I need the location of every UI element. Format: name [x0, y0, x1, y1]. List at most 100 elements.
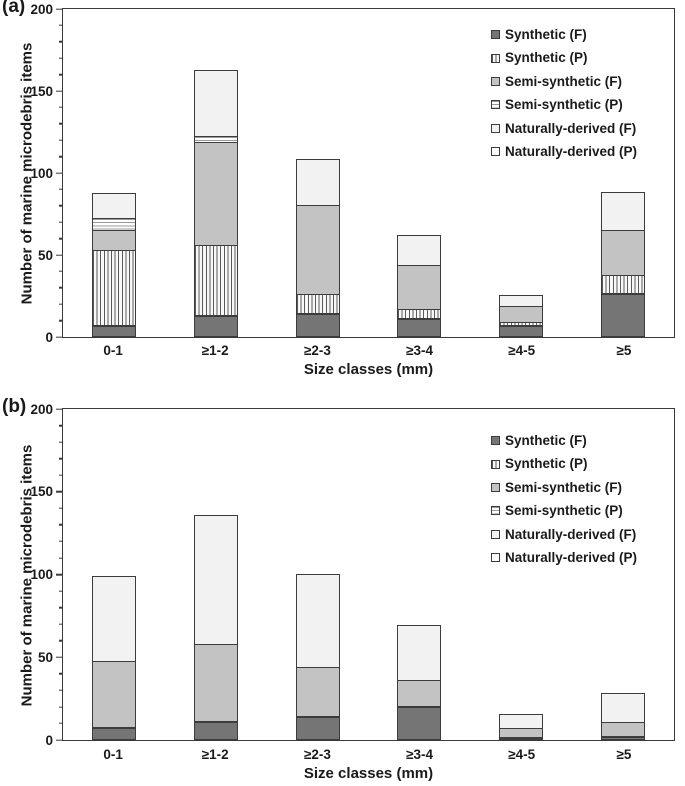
legend-item: Synthetic (P) — [491, 46, 637, 69]
panel-b-label: (b) — [2, 396, 27, 417]
y-minor-tick — [59, 689, 63, 692]
y-minor-tick — [59, 287, 63, 289]
legend-item: Semi-synthetic (F) — [491, 70, 637, 93]
bar-segment — [91, 250, 136, 326]
bar-slot-≥3-4 — [369, 409, 471, 740]
y-minor-tick — [59, 640, 63, 642]
bar-segment — [397, 680, 442, 707]
bar-segment — [193, 315, 238, 337]
y-minor-tick — [59, 424, 63, 427]
bar-segment — [397, 706, 442, 740]
panel-a: (a) Number of marine microdebris items 0… — [2, 0, 675, 378]
legend-swatch-icon — [491, 53, 500, 63]
legend-label: Naturally-derived (P) — [505, 143, 638, 159]
bars-b — [63, 409, 674, 740]
legend-swatch-icon — [491, 482, 500, 492]
stacked-bar — [601, 409, 646, 740]
bar-segment — [397, 625, 442, 682]
legend-label: Semi-synthetic (P) — [505, 503, 623, 519]
bar-segment — [193, 514, 238, 646]
legend-label: Naturally-derived (F) — [505, 120, 637, 136]
stacked-bar — [193, 9, 238, 337]
legend-item: Naturally-derived (P) — [491, 546, 637, 569]
legend-swatch-icon — [491, 459, 500, 469]
y-minor-tick — [59, 237, 63, 240]
bar-slot-≥1-2 — [165, 9, 267, 337]
x-category-label: ≥5 — [616, 747, 632, 762]
y-minor-tick — [59, 73, 63, 76]
y-minor-tick — [59, 155, 63, 158]
y-major-tick — [56, 573, 62, 576]
y-tick-label: 200 — [30, 1, 53, 17]
y-major-tick — [56, 172, 62, 174]
stacked-bar — [499, 409, 544, 740]
bar-slot-≥1-2 — [165, 409, 267, 740]
bar-segment — [91, 575, 136, 662]
bar-segment — [397, 318, 442, 337]
y-tick-label: 150 — [30, 83, 53, 99]
stacked-bar — [295, 9, 340, 337]
y-major-tick — [56, 254, 62, 256]
x-category-label: ≥4-5 — [508, 343, 536, 358]
y-minor-tick — [59, 673, 63, 675]
x-axis-category-labels-b: 0-1 ≥1-2 ≥2-3 ≥3-4 ≥4-5 ≥5 — [62, 748, 675, 764]
y-tick-label: 50 — [37, 649, 53, 665]
legend-item: Naturally-derived (F) — [491, 117, 637, 140]
y-major-tick — [56, 8, 62, 10]
y-tick-label: 150 — [30, 484, 53, 499]
legend-swatch-icon — [491, 506, 500, 516]
stacked-bar — [193, 409, 238, 740]
bar-segment — [295, 314, 340, 337]
legend-label: Synthetic (P) — [505, 50, 588, 66]
y-minor-tick — [59, 557, 63, 559]
y-minor-tick — [59, 722, 63, 725]
x-category-label: ≥2-3 — [303, 343, 331, 358]
bar-segment — [601, 230, 646, 276]
x-category-label: ≥5 — [616, 343, 632, 358]
bar-slot-0-1 — [63, 409, 165, 740]
bar-segment — [601, 736, 646, 740]
bar-slot-≥2-3 — [267, 9, 369, 337]
bar-segment — [499, 325, 544, 337]
panel-b: (b) Number of marine microdebris items 0… — [0, 396, 685, 786]
bar-segment — [91, 193, 136, 220]
bar-segment — [499, 738, 544, 740]
x-axis-title-a: Size classes (mm) — [303, 361, 434, 378]
x-category-label: 0-1 — [103, 343, 123, 358]
bar-segment — [295, 667, 340, 717]
legend-swatch-icon — [491, 76, 500, 86]
y-major-tick — [56, 336, 62, 338]
stacked-bar — [397, 409, 442, 740]
stacked-bar — [601, 9, 646, 337]
legend-label: Naturally-derived (F) — [505, 526, 637, 542]
legend-label: Semi-synthetic (F) — [505, 479, 623, 495]
bar-segment — [193, 721, 238, 740]
y-minor-tick — [59, 606, 63, 609]
y-minor-tick — [59, 474, 63, 476]
bar-slot-≥5 — [572, 9, 674, 337]
y-minor-tick — [59, 590, 63, 592]
legend-item: Synthetic (F) — [491, 429, 637, 452]
bar-slot-≥3-4 — [369, 9, 471, 337]
y-tick-label: 0 — [45, 329, 53, 345]
bar-segment — [499, 305, 544, 324]
legend-b: Synthetic (F) Synthetic (P) Semi-synthetic… — [491, 429, 637, 569]
stacked-bar — [397, 9, 442, 337]
y-axis-ticks-b: 0 50 100 150 200 — [30, 402, 674, 746]
stacked-bar — [91, 409, 136, 740]
legend-swatch-icon — [491, 147, 500, 157]
bar-segment — [295, 574, 340, 669]
legend-item: Synthetic (F) — [491, 23, 637, 46]
legend-item: Semi-synthetic (F) — [491, 476, 637, 499]
y-major-tick — [56, 739, 62, 741]
bar-segment — [295, 716, 340, 740]
legend-item: Naturally-derived (F) — [491, 523, 637, 546]
bar-segment — [295, 294, 340, 315]
y-minor-tick — [59, 457, 63, 460]
x-category-label: ≥1-2 — [201, 747, 229, 762]
x-category-label: ≥2-3 — [303, 747, 331, 762]
y-minor-tick — [59, 106, 63, 109]
plot-area-a: 0 50 100 150 200 Synthetic (F) Synthetic (P) S… — [30, 2, 675, 343]
bar-segment — [193, 245, 238, 316]
legend-item: Synthetic (P) — [491, 452, 637, 475]
